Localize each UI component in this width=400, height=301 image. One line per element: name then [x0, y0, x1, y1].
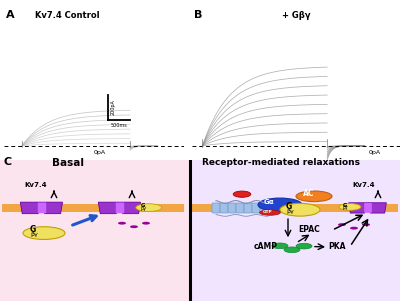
Text: B: B: [194, 10, 202, 20]
Ellipse shape: [258, 198, 302, 212]
FancyBboxPatch shape: [236, 203, 244, 213]
Polygon shape: [98, 202, 119, 214]
Text: G: G: [286, 202, 292, 211]
FancyBboxPatch shape: [212, 203, 220, 213]
Polygon shape: [120, 202, 140, 214]
Text: cAMP: cAMP: [254, 242, 278, 251]
Text: 0pA: 0pA: [94, 150, 106, 155]
FancyBboxPatch shape: [220, 203, 228, 213]
FancyBboxPatch shape: [260, 203, 268, 213]
Ellipse shape: [296, 191, 332, 202]
Ellipse shape: [280, 203, 320, 216]
FancyBboxPatch shape: [364, 203, 372, 213]
Text: Receptor-mediated relaxations: Receptor-mediated relaxations: [202, 158, 360, 167]
Circle shape: [350, 227, 358, 230]
Polygon shape: [0, 160, 190, 301]
Text: βγ: βγ: [286, 209, 294, 214]
Text: AC: AC: [303, 189, 314, 198]
Ellipse shape: [136, 204, 162, 212]
Text: GTP: GTP: [263, 210, 273, 214]
Polygon shape: [349, 203, 367, 213]
Text: + Gβγ: + Gβγ: [282, 11, 310, 20]
FancyBboxPatch shape: [252, 203, 260, 213]
Text: Kv7.4: Kv7.4: [24, 182, 47, 188]
Text: βγ: βγ: [343, 205, 348, 210]
FancyBboxPatch shape: [38, 203, 46, 213]
Text: βγ: βγ: [141, 206, 147, 212]
Text: C: C: [3, 157, 11, 167]
Text: Kv7.4: Kv7.4: [353, 182, 376, 188]
Text: 0pA: 0pA: [369, 150, 381, 155]
Polygon shape: [20, 202, 41, 214]
Ellipse shape: [260, 210, 280, 215]
Text: G: G: [343, 203, 347, 208]
Circle shape: [142, 222, 150, 225]
Circle shape: [284, 247, 300, 253]
Circle shape: [338, 223, 346, 226]
Text: 500ms: 500ms: [111, 123, 128, 128]
Text: Kv7.4 Control: Kv7.4 Control: [35, 11, 99, 20]
Text: βγ: βγ: [30, 232, 38, 237]
FancyBboxPatch shape: [244, 203, 252, 213]
Circle shape: [362, 223, 370, 226]
FancyBboxPatch shape: [116, 203, 124, 213]
Circle shape: [118, 222, 126, 225]
Polygon shape: [368, 203, 386, 213]
Ellipse shape: [339, 203, 361, 210]
Text: EPAC: EPAC: [298, 225, 320, 234]
Polygon shape: [190, 160, 400, 301]
Circle shape: [233, 191, 251, 197]
Text: 200pA: 200pA: [111, 99, 116, 115]
Text: G: G: [141, 203, 145, 208]
FancyBboxPatch shape: [2, 204, 184, 212]
FancyBboxPatch shape: [192, 204, 398, 212]
FancyBboxPatch shape: [228, 203, 236, 213]
Text: Basal: Basal: [52, 158, 84, 168]
Circle shape: [130, 225, 138, 228]
Text: Gα: Gα: [264, 199, 275, 205]
Text: PKA: PKA: [328, 242, 346, 251]
Polygon shape: [42, 202, 62, 214]
Text: G: G: [30, 225, 36, 234]
Ellipse shape: [23, 227, 65, 240]
Text: A: A: [6, 10, 14, 20]
Circle shape: [296, 243, 312, 249]
Circle shape: [272, 243, 288, 249]
